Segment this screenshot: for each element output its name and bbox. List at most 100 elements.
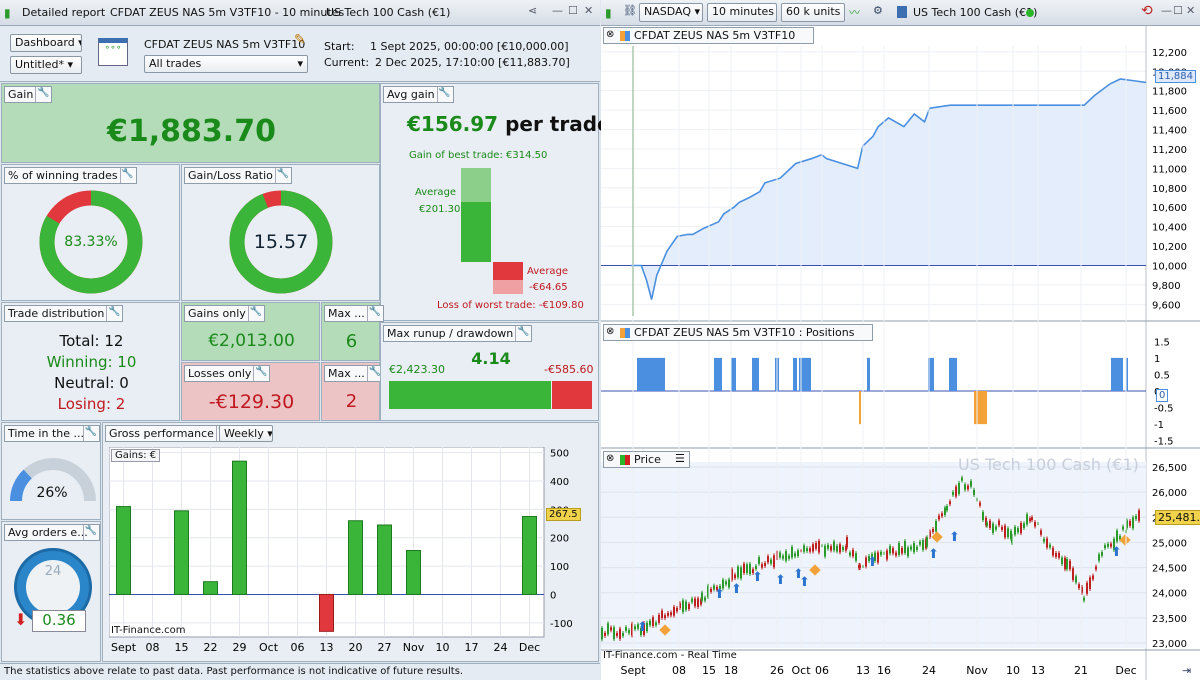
long-position <box>793 357 797 391</box>
price-candle <box>1055 552 1057 557</box>
edit-icon[interactable]: ✎ <box>294 32 306 48</box>
price-candle <box>667 612 669 616</box>
wrench-icon[interactable]: 🔧 <box>119 168 135 183</box>
close-panel-icon[interactable]: ⊗ <box>606 326 615 337</box>
wrench-icon[interactable]: 🔧 <box>366 366 382 381</box>
right-toolbar: ▮ ⛓ NASDAQ ▾ 10 minutes ▾ 60 k units ▾ 〰… <box>601 0 1200 26</box>
price-candle <box>794 553 796 557</box>
max-value-2: 2 <box>345 391 358 412</box>
indicator-icon[interactable]: ⚙ <box>873 4 883 17</box>
tab-instrument[interactable]: US Tech 100 Cash (€1) <box>326 6 451 19</box>
market-select[interactable]: NASDAQ ▾ <box>639 3 703 22</box>
x-tick-label: 21 <box>1074 664 1088 677</box>
wrench-icon[interactable]: 🔧 <box>436 87 452 102</box>
close-icon[interactable]: ✕ <box>1186 4 1196 17</box>
refresh-icon[interactable]: ⟲ <box>1141 3 1153 19</box>
wrench-icon[interactable]: 🔧 <box>106 306 121 321</box>
x-tick-label: Nov <box>966 664 988 677</box>
buy-arrow: ⬆ <box>714 587 725 602</box>
y-tick-label: 25,000 <box>1152 538 1187 549</box>
current-label: Current: <box>324 56 370 69</box>
price-candle <box>722 579 724 589</box>
orders-value-box: 0.36 <box>32 610 86 632</box>
buy-arrow: ⬆ <box>949 530 960 545</box>
tab-detailed-report[interactable]: Detailed report <box>22 6 106 19</box>
winning-trades: Winning: 10 <box>46 353 137 371</box>
wrench-icon[interactable]: 🔧 <box>515 326 530 341</box>
y-tick-label: 500 <box>550 449 569 460</box>
dashboard-select[interactable]: Dashboard ▾ <box>10 34 82 52</box>
x-tick-label: 06 <box>291 641 305 654</box>
price-candle <box>855 553 857 561</box>
price-candle <box>995 526 997 530</box>
runup-ratio: 4.14 <box>471 349 511 368</box>
untitled-select[interactable]: Untitled* ▾ <box>10 56 82 74</box>
price-candle <box>874 552 876 561</box>
y-tick-label: 23,500 <box>1152 614 1187 625</box>
wrench-icon[interactable]: 🔧 <box>253 366 268 381</box>
price-candle <box>1040 530 1042 535</box>
y-tick-label: 11,200 <box>1152 145 1187 156</box>
buy-arrow: ⬆ <box>793 567 804 582</box>
price-candle <box>998 520 1000 526</box>
wrench-icon[interactable]: 🔧 <box>247 306 263 321</box>
y-tick-label: 9,600 <box>1152 300 1181 311</box>
price-candle <box>788 555 790 559</box>
price-candle <box>655 622 657 626</box>
gross-bar <box>348 520 363 595</box>
list-icon[interactable]: ☰ <box>674 452 685 465</box>
y-tick-label: 10,800 <box>1152 184 1187 195</box>
x-tick-label: 10 <box>1006 664 1020 677</box>
link-icon[interactable]: ⛓ <box>623 4 637 17</box>
maximize-icon[interactable]: ☐ <box>568 4 578 17</box>
price-candle <box>628 630 630 634</box>
price-candle <box>1122 526 1124 530</box>
gains-only-panel: Gains only 🔧 €2,013.00 <box>181 302 320 361</box>
minimize-icon[interactable]: — <box>552 4 563 17</box>
units-select[interactable]: 60 k units ▾ <box>781 3 845 22</box>
price-candle <box>673 606 675 616</box>
gross-bar <box>406 550 421 595</box>
gross-bar <box>232 460 247 595</box>
wrench-icon[interactable]: 🔧 <box>83 426 98 441</box>
wrench-icon[interactable]: 🔧 <box>35 87 50 102</box>
maximize-icon[interactable]: ☐ <box>1173 4 1183 17</box>
price-candle <box>833 541 835 551</box>
scroll-end-icon[interactable]: ⇥ <box>1182 664 1192 677</box>
long-position <box>949 357 957 391</box>
wrench-icon[interactable]: 🔧 <box>366 306 382 321</box>
price-candle <box>749 563 751 575</box>
y-tick-label: 11,400 <box>1152 126 1187 137</box>
price-candle <box>649 620 651 626</box>
price-candle <box>989 520 991 528</box>
price-candle <box>824 545 826 557</box>
chart-type-icon[interactable]: 〰 <box>849 6 860 19</box>
trades-filter-select[interactable]: All trades ▾ <box>144 55 308 73</box>
y-tick-label: 10,600 <box>1152 203 1187 214</box>
wrench-icon[interactable]: 🔧 <box>274 168 290 183</box>
losses-only-title: Losses only 🔧 <box>184 365 271 382</box>
price-candle <box>955 486 957 497</box>
price-candle <box>616 632 618 636</box>
price-candle <box>898 543 900 555</box>
distribution-list: Total: 12 Winning: 10 Neutral: 0 Losing:… <box>2 331 181 415</box>
gain-value: €1,883.70 <box>107 114 276 149</box>
x-tick-label: 16 <box>877 664 891 677</box>
tab-system[interactable]: CFDAT ZEUS NAS 5m V3TF10 - 10 minutes <box>110 6 345 19</box>
start-label: Start: <box>324 40 355 53</box>
timeframe-select[interactable]: 10 minutes ▾ <box>707 3 777 22</box>
close-panel-icon[interactable]: ⊗ <box>606 29 615 40</box>
equity-line <box>631 78 1147 300</box>
close-icon[interactable]: ✕ <box>584 4 594 17</box>
wrench-icon[interactable]: 🔧 <box>83 525 98 540</box>
price-candle <box>901 547 903 554</box>
x-tick-label: 15 <box>175 641 189 654</box>
minimize-icon[interactable]: — <box>1161 4 1172 17</box>
gain-loss-panel: Gain/Loss Ratio 🔧 15.57 <box>181 164 380 301</box>
instrument-name[interactable]: US Tech 100 Cash (€1) <box>913 6 1038 19</box>
close-panel-icon[interactable]: ⊗ <box>606 453 615 464</box>
x-tick-label: Nov <box>403 641 425 654</box>
price-candle <box>1107 543 1109 547</box>
period-select[interactable]: Weekly ▾ <box>219 425 273 442</box>
share-icon[interactable]: ⋖ <box>528 4 538 17</box>
